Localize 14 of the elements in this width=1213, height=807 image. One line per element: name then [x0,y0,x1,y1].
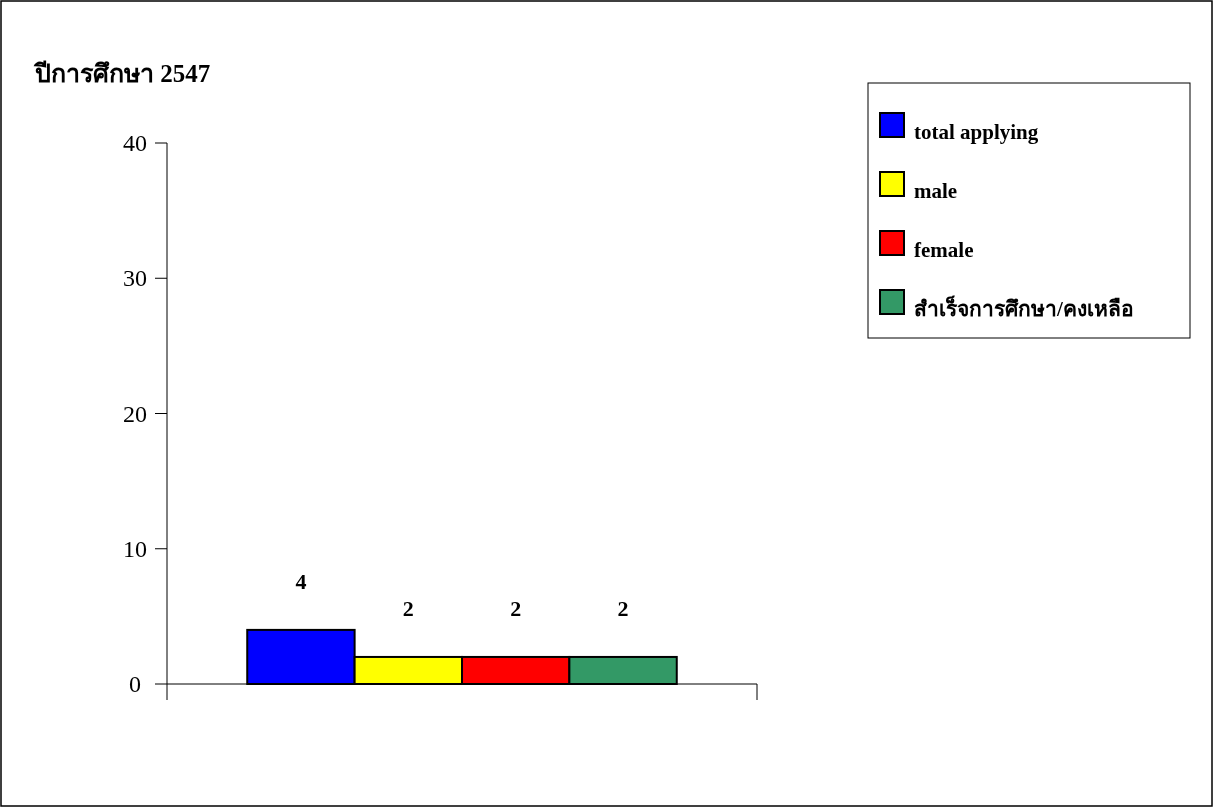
legend-label: female [914,238,974,262]
data-label: 4 [295,568,307,594]
y-tick-label: 30 [123,265,147,292]
legend-label: male [914,179,958,203]
chart-title: ปีการศึกษา 2547 [33,60,211,87]
data-label: 2 [510,595,522,621]
legend-label: สำเร็จการศึกษา/คงเหลือ [914,295,1134,321]
y-tick-label: 10 [123,535,147,562]
data-label: 2 [617,595,629,621]
y-tick-label: 20 [123,400,147,427]
data-label: 2 [402,595,414,621]
y-tick-label: 0 [129,671,141,697]
legend-label: total applying [914,120,1039,144]
y-tick-label: 40 [123,130,147,156]
